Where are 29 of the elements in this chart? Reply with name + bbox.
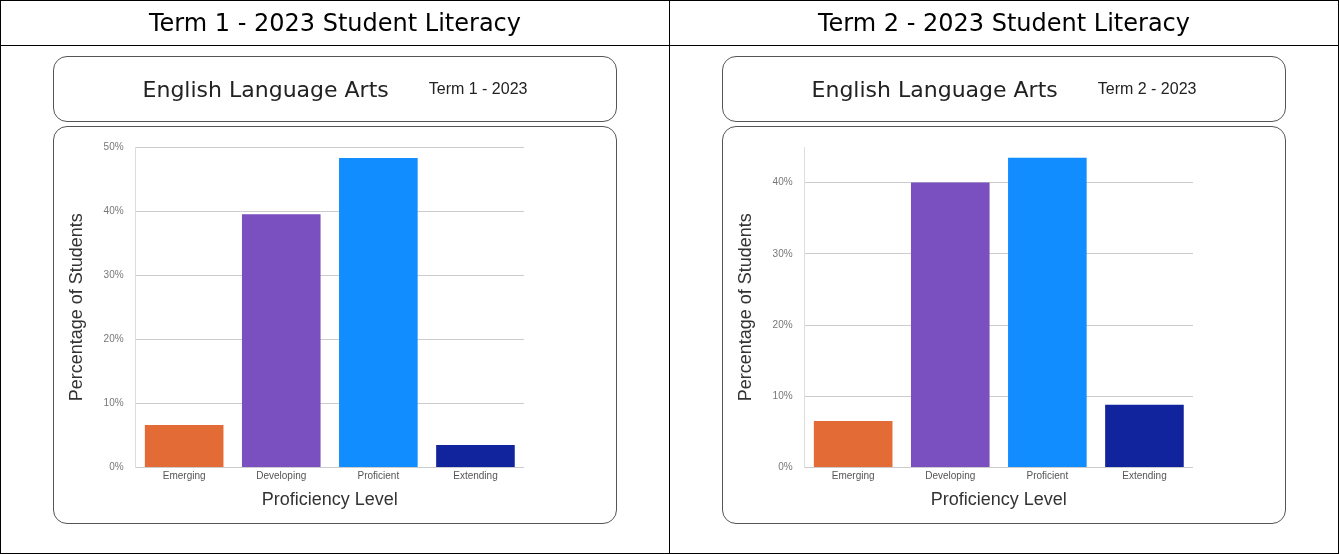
y-tick-label: 40% — [103, 204, 124, 216]
y-tick-label: 0% — [778, 461, 793, 473]
x-tick-label: Emerging — [831, 470, 875, 482]
y-tick-label: 10% — [103, 397, 124, 409]
x-tick-label: Developing — [925, 470, 976, 482]
y-tick-label: 30% — [772, 247, 793, 259]
x-axis-title: Proficiency Level — [930, 489, 1067, 510]
y-tick-label: 30% — [103, 268, 124, 280]
x-tick-label: Extending — [1122, 470, 1167, 482]
x-tick-label: Developing — [256, 470, 307, 482]
chart-title: Term 2 - 2023 Student Literacy — [670, 1, 1338, 46]
y-tick-label: 20% — [772, 318, 793, 330]
x-axis-title: Proficiency Level — [261, 489, 398, 510]
y-tick-label: 10% — [772, 389, 793, 401]
y-tick-label: 50% — [103, 140, 124, 152]
x-tick-label: Extending — [453, 470, 498, 482]
x-tick-label: Proficient — [357, 470, 400, 482]
y-tick-label: 0% — [109, 461, 124, 473]
text: Term 2 - 2023 — [1097, 80, 1197, 98]
chart-subtitle: English Language Arts — [142, 76, 389, 102]
y-axis-title: Percentage of Students — [65, 213, 86, 402]
x-tick-label: Proficient — [1026, 470, 1069, 482]
x-tick-label: Emerging — [162, 470, 206, 482]
chart-title: Term 1 - 2023 Student Literacy — [1, 1, 669, 46]
text: Term 1 - 2023 — [428, 80, 528, 98]
y-tick-label: 20% — [103, 332, 124, 344]
chart-subtitle: English Language Arts — [811, 76, 1058, 102]
y-axis-title: Percentage of Students — [734, 213, 755, 402]
y-tick-label: 40% — [772, 176, 793, 188]
